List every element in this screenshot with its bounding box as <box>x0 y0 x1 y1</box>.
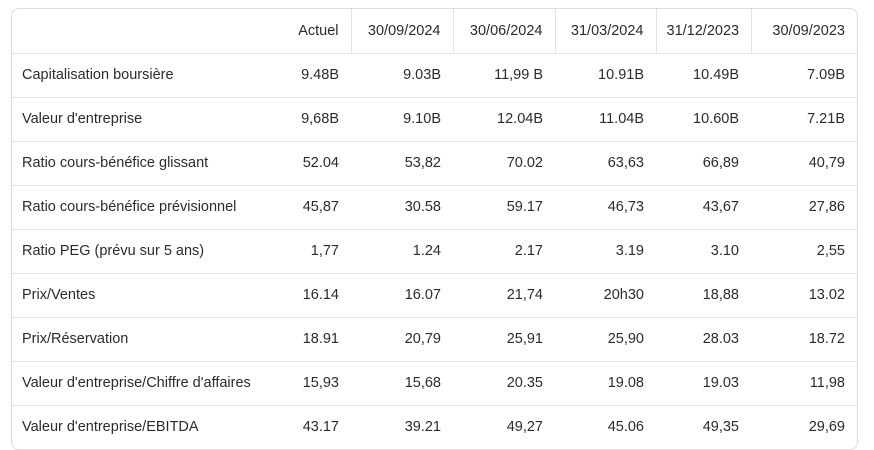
cell-value: 49,27 <box>453 404 555 449</box>
cell-value: 70.02 <box>453 140 555 185</box>
cell-value: 1.24 <box>351 228 453 273</box>
cell-value: 20,79 <box>351 316 453 361</box>
cell-value: 13.02 <box>751 272 857 317</box>
cell-value: 12.04B <box>453 96 555 141</box>
row-label: Valeur d'entreprise/EBITDA <box>12 404 286 449</box>
cell-value: 27,86 <box>751 184 857 229</box>
cell-value: 52.04 <box>286 140 351 185</box>
cell-value: 9.48B <box>286 52 351 97</box>
cell-value: 18.91 <box>286 316 351 361</box>
cell-value: 63,63 <box>555 140 656 185</box>
table-row: Valeur d'entreprise 9,68B 9.10B 12.04B 11.04… <box>12 96 857 141</box>
cell-value: 29,69 <box>751 404 857 449</box>
column-header: 31/12/2023 <box>655 9 751 53</box>
header-row: Actuel 30/09/2024 30/06/2024 31/03/2024 31/1… <box>12 9 857 53</box>
cell-value: 45.06 <box>555 404 656 449</box>
cell-value: 10.49B <box>656 52 751 97</box>
column-header: 30/09/2023 <box>750 9 857 53</box>
cell-value: 49,35 <box>656 404 751 449</box>
cell-value: 16.14 <box>286 272 351 317</box>
column-header: 31/03/2024 <box>554 9 656 53</box>
row-label: Ratio cours-bénéfice prévisionnel <box>12 184 286 229</box>
cell-value: 20h30 <box>555 272 656 317</box>
cell-value: 9,68B <box>286 96 351 141</box>
ratios-table: Actuel 30/09/2024 30/06/2024 31/03/2024 31/1… <box>12 9 857 449</box>
row-label: Prix/Réservation <box>12 316 286 361</box>
table-row: Prix/Ventes 16.14 16.07 21,74 20h30 18,88 13.0… <box>12 272 857 317</box>
cell-value: 59.17 <box>453 184 555 229</box>
cell-value: 7.09B <box>751 52 857 97</box>
cell-value: 3.19 <box>555 228 656 273</box>
cell-value: 10.60B <box>656 96 751 141</box>
cell-value: 15,93 <box>286 360 351 405</box>
cell-value: 7.21B <box>751 96 857 141</box>
cell-value: 53,82 <box>351 140 453 185</box>
cell-value: 9.10B <box>351 96 453 141</box>
table-row: Capitalisation boursière 9.48B 9.03B 11,99 … <box>12 52 857 97</box>
column-header: Actuel <box>298 22 339 39</box>
table-row: Valeur d'entreprise/EBITDA 43.17 39.21 49,2… <box>12 404 857 449</box>
cell-value: 66,89 <box>656 140 751 185</box>
cell-value: 16.07 <box>351 272 453 317</box>
column-header: 30/06/2024 <box>452 9 555 53</box>
cell-value: 43.17 <box>286 404 351 449</box>
row-label: Valeur d'entreprise <box>12 96 286 141</box>
row-label: Capitalisation boursière <box>12 52 286 97</box>
cell-value: 15,68 <box>351 360 453 405</box>
table-row: Ratio cours-bénéfice glissant 52.04 53,82 7… <box>12 140 857 185</box>
cell-value: 18.72 <box>751 316 857 361</box>
cell-value: 19.03 <box>656 360 751 405</box>
table-row: Ratio PEG (prévu sur 5 ans) 1,77 1.24 2.17 3… <box>12 228 857 273</box>
cell-value: 20.35 <box>453 360 555 405</box>
cell-value: 25,91 <box>453 316 555 361</box>
table-row: Prix/Réservation 18.91 20,79 25,91 25,90 28.0… <box>12 316 857 361</box>
cell-value: 9.03B <box>351 52 453 97</box>
cell-value: 1,77 <box>286 228 351 273</box>
table-row: Ratio cours-bénéfice prévisionnel 45,87 30… <box>12 184 857 229</box>
table-card: Actuel 30/09/2024 30/06/2024 31/03/2024 31/1… <box>11 8 858 450</box>
cell-value: 11,99 B <box>453 52 555 97</box>
cell-value: 21,74 <box>453 272 555 317</box>
cell-value: 30.58 <box>351 184 453 229</box>
cell-value: 39.21 <box>351 404 453 449</box>
cell-value: 19.08 <box>555 360 656 405</box>
cell-value: 18,88 <box>656 272 751 317</box>
cell-value: 43,67 <box>656 184 751 229</box>
cell-value: 10.91B <box>555 52 656 97</box>
cell-value: 2,55 <box>751 228 857 273</box>
row-label: Valeur d'entreprise/Chiffre d'affaires <box>12 360 286 405</box>
cell-value: 28.03 <box>656 316 751 361</box>
cell-value: 11,98 <box>751 360 857 405</box>
cell-value: 25,90 <box>555 316 656 361</box>
row-label: Ratio PEG (prévu sur 5 ans) <box>12 228 286 273</box>
cell-value: 11.04B <box>555 96 656 141</box>
row-label: Prix/Ventes <box>12 272 286 317</box>
cell-value: 3.10 <box>656 228 751 273</box>
column-header: 30/09/2024 <box>350 9 453 53</box>
cell-value: 45,87 <box>286 184 351 229</box>
table-row: Valeur d'entreprise/Chiffre d'affaires 15… <box>12 360 857 405</box>
cell-value: 2.17 <box>453 228 555 273</box>
cell-value: 46,73 <box>555 184 656 229</box>
cell-value: 40,79 <box>751 140 857 185</box>
row-label: Ratio cours-bénéfice glissant <box>12 140 286 185</box>
header-corner <box>12 9 286 53</box>
